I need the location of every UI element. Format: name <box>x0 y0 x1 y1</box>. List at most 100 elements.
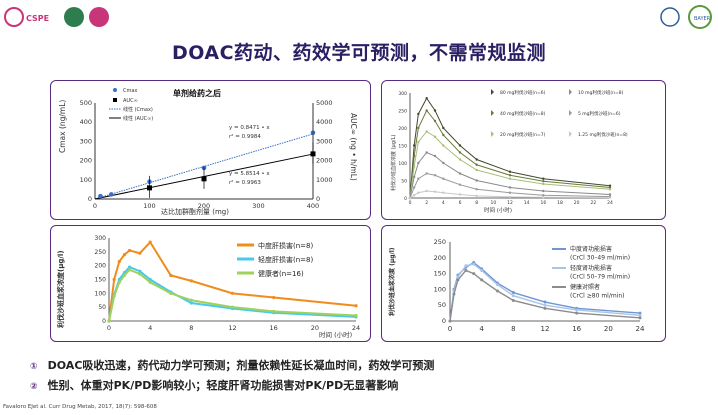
chart3-point <box>127 268 132 272</box>
chart2-point <box>425 97 428 100</box>
chart4-x-tick: 20 <box>604 325 613 333</box>
point-1-text: DOAC吸收迅速，药代动力学可预测；剂量依赖性延长凝血时间，药效学可预测 <box>47 359 435 372</box>
chart2-point <box>608 188 612 191</box>
chart4-point <box>456 275 460 279</box>
auc-point <box>201 176 207 182</box>
chart3-point <box>148 240 152 244</box>
chart3-y-tick: 0 <box>102 318 106 325</box>
chart4-point <box>480 268 484 272</box>
chart3-x-tick: 0 <box>107 324 111 332</box>
chart2-y-tick: 50 <box>401 179 407 185</box>
chart2-point <box>433 109 437 112</box>
chart2-point <box>417 112 420 116</box>
chart2-point <box>458 193 462 196</box>
chart2-point <box>458 183 462 186</box>
page-title: DOAC药动、药效学可预测，不需常规监测 <box>171 42 547 64</box>
chart3-point <box>354 304 358 308</box>
chart1-y2-tick: 0 <box>316 195 320 203</box>
chart2-point <box>442 126 445 130</box>
rivaroxaban-dose-chart: 利伐沙班血浆浓度 (μg/L) 时间 (小时) 0501001502002503… <box>390 89 628 214</box>
chart4-y-tick: 0 <box>442 317 446 325</box>
r1: r² = 0.9984 <box>229 133 261 140</box>
renal-chart: 利伐沙班血浆浓度 (μg/l) 0 50 100 150 200 250 0 4 8 12 16 20… <box>388 238 645 333</box>
chart2-y-tick: 300 <box>398 91 407 97</box>
chart3-x-tick: 4 <box>148 324 152 332</box>
chart1-y2-tick: 3000 <box>316 137 333 145</box>
chart2-legend-label: 5 mg利伐沙班(n=6) <box>578 110 621 117</box>
legend-cmax: Cmax <box>123 88 137 94</box>
chart2-x-tick: 0 <box>409 200 412 206</box>
chart2-point <box>475 168 478 172</box>
chart2-point <box>608 193 612 196</box>
chart4-x-tick: 8 <box>511 325 515 333</box>
chart4-x-tick: 4 <box>479 325 484 333</box>
chart2-point <box>412 154 416 158</box>
bayer-logo-icon <box>688 5 712 29</box>
chart3-point <box>138 269 142 273</box>
chart4-point <box>511 298 515 302</box>
chart4-legend-label: 中度肾功能损害 <box>570 245 612 253</box>
chart2-point <box>608 184 612 187</box>
chart2-point <box>433 174 437 177</box>
chart4-y-tick: 50 <box>438 301 446 309</box>
chart2-point <box>412 194 416 197</box>
reference: Favaloro EJet al. Curr Drug Metab, 2017,… <box>3 404 157 410</box>
chart2-point <box>542 189 545 193</box>
chart3-legend-label: 健康者(n=16) <box>258 269 304 278</box>
chart3-ylabel: 利伐沙班血浆浓度(μg/l) <box>56 250 65 328</box>
chart2-point <box>458 151 462 154</box>
chart2-y-tick: 200 <box>398 126 407 132</box>
logo-group-right: BAYER <box>660 4 716 30</box>
eq1: y = 0.8471 • x <box>229 125 270 131</box>
chart3-legend-label: 中度肝损害(n=8) <box>258 241 313 250</box>
chart4-y-tick: 200 <box>434 254 446 262</box>
chart3-series-line <box>108 240 357 322</box>
auc-point <box>147 185 152 191</box>
chart1-y-tick: 100 <box>80 176 92 184</box>
chart2-legend-marker <box>491 110 494 116</box>
chart2-point <box>442 161 445 165</box>
chart4-point <box>480 278 484 282</box>
cspe-logo-text: CSPE <box>26 14 49 23</box>
chart4-point <box>452 292 456 296</box>
logo-group-left: CSPE <box>4 4 134 30</box>
chart1-x-tick: 400 <box>307 202 319 210</box>
chart2-point <box>425 130 428 133</box>
point-2: ② 性别、体重对PK/PD影响较小；轻度肝肾功能损害对PK/PD无显著影响 <box>30 377 398 394</box>
chart4-x-tick: 12 <box>541 325 550 333</box>
chart3-point <box>122 273 127 277</box>
chart2-point <box>508 186 512 189</box>
chart2-point <box>458 172 462 175</box>
chart2-legend-marker <box>569 131 572 137</box>
dabigatran-chart: 单剂给药之后 Cmax (ng/mL) AUC∞ (ng • h/mL) 达比加… <box>58 88 358 216</box>
chart2-point <box>412 144 416 147</box>
chart2-legend-marker <box>491 131 494 137</box>
chart4-point <box>511 291 515 295</box>
chart2-y-tick: 150 <box>398 144 407 150</box>
legend-linear-cmax: 线性 (Cmax) <box>123 106 153 113</box>
chart2-point <box>417 191 420 194</box>
chart2-x-tick: 12 <box>507 200 513 206</box>
chart4-y-tick: 250 <box>434 238 446 246</box>
chart1-y-tick: 0 <box>88 195 92 203</box>
chart2-x-tick: 4 <box>442 200 445 206</box>
chart3-x-tick: 16 <box>270 324 278 332</box>
chart1-y-tick: 400 <box>80 118 92 126</box>
chart2-x-tick: 18 <box>557 200 563 206</box>
chart2-point <box>412 165 416 168</box>
legend-auc: AUC∞ <box>123 98 138 104</box>
chart2-point <box>542 182 545 186</box>
chart3-y-tick: 300 <box>95 235 107 242</box>
chart2-x-tick: 2 <box>425 200 428 206</box>
chart3-point <box>230 305 235 309</box>
chart4-legend-label: 轻度肾功能损害 <box>570 264 612 272</box>
chart2-point <box>425 151 428 154</box>
chart4-point <box>448 319 452 323</box>
chart3-point <box>169 291 173 295</box>
chart2-point <box>442 191 445 194</box>
chart3-point <box>122 253 127 257</box>
chart2-point <box>433 190 437 193</box>
chart3-x-tick: 24 <box>352 324 360 332</box>
chart2-point <box>417 140 420 144</box>
chart2-point <box>442 144 445 147</box>
